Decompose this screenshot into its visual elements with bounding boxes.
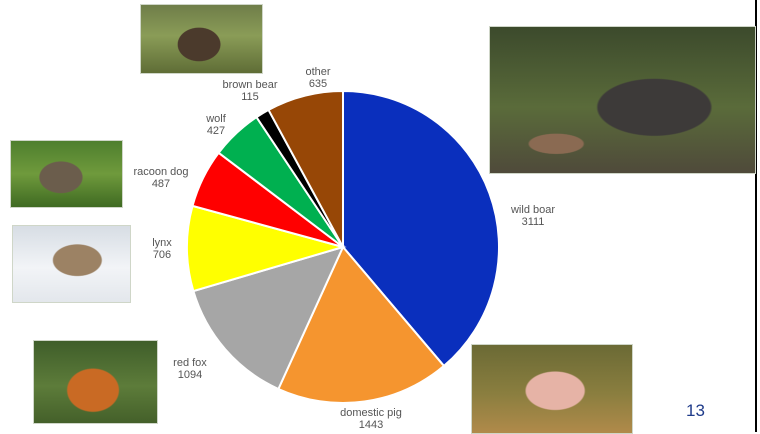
pie-slice-domestic-pig	[277, 245, 446, 404]
slice-label-racoon-dog: racoon dog 487	[133, 166, 188, 190]
slice-label-other: other 635	[305, 66, 330, 90]
slice-label-red-fox: red fox 1094	[173, 357, 207, 381]
page-number: 13	[686, 401, 705, 420]
slice-label-brown-bear: brown bear 115	[222, 79, 277, 103]
red-fox-photo	[33, 340, 158, 424]
wild-boar-photo	[489, 26, 756, 174]
pie-slice-lynx	[186, 204, 347, 293]
pie-slices	[186, 89, 500, 404]
brown-bear-photo	[140, 4, 263, 74]
pie-slice-red-fox	[192, 245, 345, 391]
racoon-dog-photo	[10, 140, 123, 208]
pie-slice-wild-boar	[342, 89, 500, 368]
pie-slice-other	[267, 89, 344, 248]
pie-labels: wild boar 3111 domestic pig 1443 red fox 1094…	[133, 66, 555, 431]
slice-label-domestic-pig: domestic pig 1443	[340, 407, 402, 431]
slice-label-lynx: lynx 706	[152, 237, 172, 261]
slide-right-border	[755, 0, 757, 432]
lynx-photo	[12, 225, 131, 303]
slice-label-wolf: wolf 427	[205, 113, 227, 137]
domestic-pig-photo	[471, 344, 633, 434]
slice-label-wild-boar: wild boar 3111	[510, 204, 555, 228]
